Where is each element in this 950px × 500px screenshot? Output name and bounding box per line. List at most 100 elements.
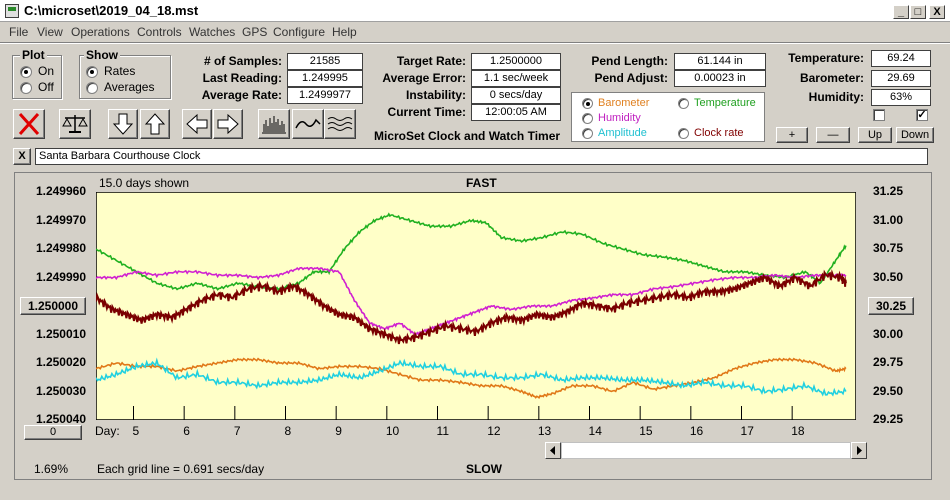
multi-line-view-button[interactable] [324,109,356,139]
clock-name-input[interactable]: Santa Barbara Courthouse Clock [35,148,928,165]
app-heading: MicroSet Clock and Watch Timer [374,129,561,143]
menu-gps[interactable]: GPS [242,25,268,39]
left-axis-tick-label: 1.249980 [35,241,86,255]
menu-help[interactable]: Help [332,25,357,39]
average-rate-field: 1.2499977 [287,87,363,104]
series-line-temperature [96,212,847,292]
scroll-thumb[interactable] [561,442,851,459]
day-axis-label: Day: [95,424,120,438]
scroll-down-button[interactable] [108,109,138,139]
instability-label: Instability: [405,88,466,102]
target-rate-field[interactable]: 1.2500000 [471,53,561,70]
left-axis-tick-label: 1.250040 [35,412,86,426]
grid-note: Each grid line = 0.691 secs/day [97,462,265,476]
source-amplitude-radio[interactable] [582,128,593,139]
temperature-field: 69.24 [871,50,931,67]
pend-adjust-label: Pend Adjust: [594,71,668,85]
line-graph-view-button[interactable] [292,109,324,139]
barometer-field: 29.69 [871,70,931,87]
right-axis-tick-label: 30.50 [873,269,904,284]
day-tick-label: 5 [132,424,140,438]
menu-separator [0,42,950,44]
scroll-left-button[interactable] [182,109,212,139]
plot-group-label: Plot [20,48,47,62]
scroll-left-arrow[interactable] [545,442,561,459]
menu-controls[interactable]: Controls [137,25,182,39]
show-averages-label: Averages [104,80,155,94]
left-axis-tick-label: 1.250030 [35,383,86,398]
balance-scale-icon [62,115,88,133]
scale-minus-button[interactable]: — [816,127,850,143]
arrow-left-icon [186,113,208,135]
scroll-up-button[interactable] [140,109,170,139]
menu-file[interactable]: File [9,25,29,39]
pend-adjust-field: 0.00023 in [674,70,766,87]
stop-button[interactable] [13,109,45,139]
chevron-right-icon [857,446,862,455]
show-rates-label: Rates [104,64,136,78]
plot-off-label: Off [38,80,54,94]
source-amplitude-label: Amplitude [598,127,647,139]
scale-plus-button[interactable]: + [776,127,808,143]
plot-on-radio[interactable] [20,66,32,78]
maximize-button[interactable]: □ [910,5,926,19]
source-barometer-radio[interactable] [582,98,593,109]
plot-group: Plot On Off [12,48,62,99]
series-line-humidity [96,266,847,337]
scale-down-button[interactable]: Down [896,127,934,143]
show-group-label: Show [84,48,120,62]
bar-graph-view-button[interactable] [258,109,290,139]
minimize-button[interactable]: _ [893,5,909,19]
samples-label: # of Samples: [203,54,282,68]
show-averages-radio[interactable] [86,82,98,94]
arrow-right-icon [217,113,239,135]
source-temperature-radio[interactable] [678,98,689,109]
option-checkbox-2[interactable]: ✓ [916,109,928,121]
fast-label: FAST [466,176,497,190]
option-checkbox-1[interactable] [873,109,885,121]
close-window-button[interactable]: X [929,5,945,19]
day-tick-label: 14 [588,424,602,438]
menu-view[interactable]: View [37,25,63,39]
right-axis-tick-label: 29.50 [873,383,904,398]
menu-watches[interactable]: Watches [189,25,236,39]
clear-clock-name-button[interactable]: X [13,148,31,165]
left-axis-tick-label: 1.249990 [35,269,86,284]
window-title: C:\microset\2019_04_18.mst [24,3,199,18]
days-shown-label: 15.0 days shown [99,176,190,190]
app-icon [5,4,19,18]
barometer-label: Barometer: [799,71,864,85]
title-bar: C:\microset\2019_04_18.mst _ □ X [0,0,950,22]
day-tick-label: 16 [689,424,704,438]
plot-off-radio[interactable] [20,82,32,94]
calibrate-button[interactable] [59,109,91,139]
center-rate-button[interactable]: 1.250000 [20,297,86,315]
series-line-clock-rate [96,269,847,345]
day-tick-label: 18 [791,424,805,438]
source-clock-rate-radio[interactable] [678,128,689,139]
day-tick-label: 9 [335,424,342,438]
instability-field: 0 secs/day [471,87,561,104]
time-scrollbar[interactable] [545,442,867,459]
show-group: Show Rates Averages [79,48,171,99]
menu-configure[interactable]: Configure [273,25,326,39]
humidity-label: Humidity: [808,90,864,104]
menu-bar: File View Operations Controls Watches GP… [0,22,950,42]
average-rate-label: Average Rate: [201,88,282,102]
day-tick-label: 8 [284,424,292,438]
center-env-button[interactable]: 30.25 [868,297,914,315]
show-rates-radio[interactable] [86,66,98,78]
plot-source-selector: Barometer Temperature Humidity Amplitude… [571,92,765,142]
series-line-amplitude [96,357,847,397]
arrow-down-icon [112,113,134,135]
menu-operations[interactable]: Operations [71,25,130,39]
scroll-right-button[interactable] [213,109,243,139]
scale-up-button[interactable]: Up [858,127,892,143]
source-barometer-label: Barometer [598,97,650,109]
pend-length-field[interactable]: 61.144 in [674,53,766,70]
offset-zero-button[interactable]: 0 [24,425,82,440]
right-axis-tick-label: 30.00 [873,326,904,341]
source-humidity-radio[interactable] [582,113,593,124]
rate-chart [96,192,856,420]
scroll-right-arrow[interactable] [851,442,867,459]
